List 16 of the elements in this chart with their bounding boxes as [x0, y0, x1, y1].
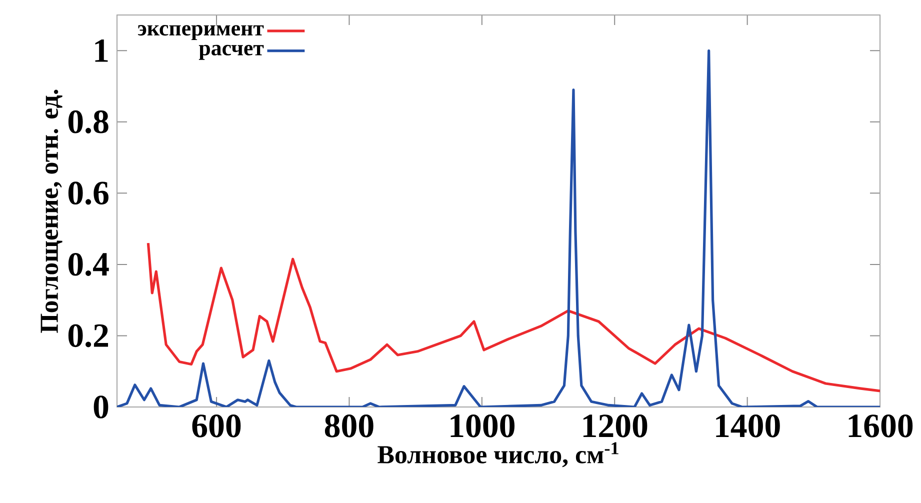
y-tick-label: 0 — [94, 396, 108, 418]
legend-label: расчет — [198, 44, 264, 60]
x-tick-label: 1000 — [450, 414, 514, 438]
legend-label: эксперимент — [138, 25, 264, 40]
y-tick-label: 1 — [95, 39, 108, 62]
x-tick-label: 800 — [324, 414, 374, 438]
y-tick-label: 0.6 — [68, 182, 108, 205]
y-tick-label: 0.2 — [68, 324, 108, 348]
y-tick-label: 0.8 — [68, 110, 108, 134]
x-tick-label: 1400 — [716, 414, 780, 438]
x-axis-title: Волновое число, см$^{-1}$ — [378, 442, 618, 468]
x-tick-label: 1600 — [848, 414, 913, 438]
y-tick-label: 0.4 — [68, 252, 109, 276]
y-axis-title: Поглощение, отн. ед. — [40, 90, 62, 333]
x-tick-label: 600 — [192, 414, 241, 438]
x-tick-label: 1200 — [583, 414, 648, 438]
